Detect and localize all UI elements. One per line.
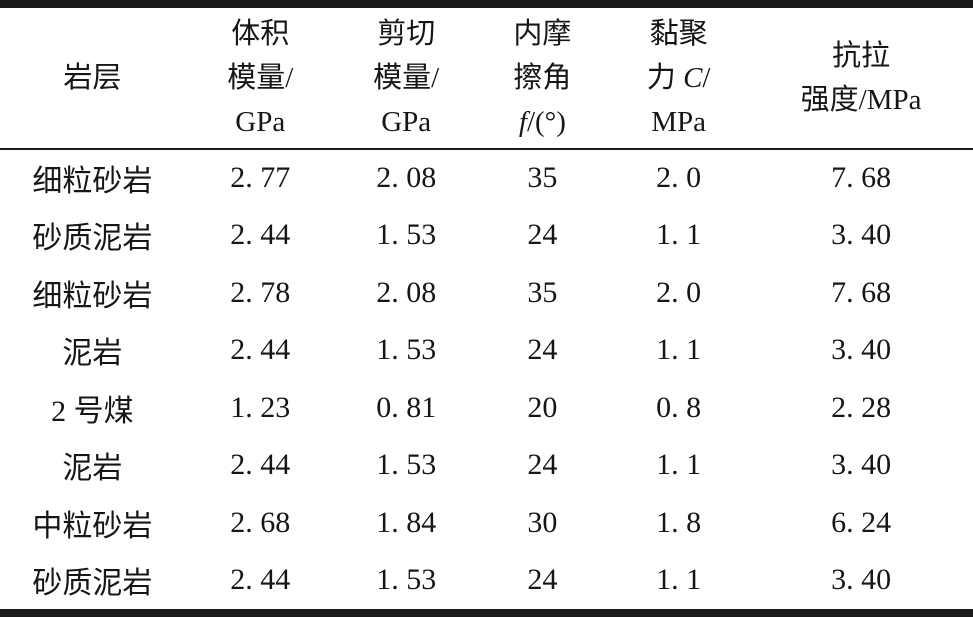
cell-tensile-strength: 3. 40 — [831, 448, 892, 482]
cell-shear-modulus: 1. 84 — [376, 505, 437, 539]
cell-tensile-strength: 2. 28 — [831, 390, 892, 424]
table-header: 岩层 体积 模量/ GPa 剪切 模量/ GPa 内摩 擦角 f/(°) — [0, 8, 973, 150]
header-rock-layer-label: 岩层 — [63, 62, 122, 94]
cell-shear-modulus: 2. 08 — [376, 275, 437, 309]
cell-tensile-strength: 3. 40 — [831, 218, 892, 252]
table-row: 泥岩 2. 44 1. 53 24 1. 1 3. 40 — [0, 322, 973, 380]
cell-cohesion: 2. 0 — [656, 275, 702, 309]
cell-shear-modulus: 1. 53 — [376, 448, 437, 482]
cell-shear-modulus: 2. 08 — [376, 161, 437, 195]
cell-bulk-modulus: 2. 44 — [230, 448, 291, 482]
header-tensile-strength: 抗拉 强度/MPa — [749, 8, 973, 150]
table-row: 2 号煤 1. 23 0. 81 20 0. 8 2. 28 — [0, 379, 973, 437]
friction-angle-symbol: f — [518, 106, 527, 138]
cell-friction-angle: 20 — [527, 390, 558, 424]
header-cohesion: 黏聚 力 C/ MPa — [608, 8, 750, 150]
cell-bulk-modulus: 1. 23 — [230, 390, 291, 424]
cell-tensile-strength: 3. 40 — [831, 563, 892, 597]
cell-tensile-strength: 7. 68 — [831, 161, 892, 195]
table-row: 细粒砂岩 2. 77 2. 08 35 2. 0 7. 68 — [0, 149, 973, 207]
cell-bulk-modulus: 2. 68 — [230, 505, 291, 539]
cell-friction-angle: 35 — [527, 275, 558, 309]
header-row: 岩层 体积 模量/ GPa 剪切 模量/ GPa 内摩 擦角 f/(°) — [0, 8, 973, 150]
cell-bulk-modulus: 2. 77 — [230, 161, 291, 195]
cell-rock-layer: 砂质泥岩 — [32, 222, 153, 256]
cell-cohesion: 2. 0 — [656, 161, 702, 195]
cell-friction-angle: 24 — [527, 563, 558, 597]
cell-friction-angle: 35 — [527, 161, 558, 195]
cell-friction-angle: 24 — [527, 333, 558, 367]
cell-friction-angle: 24 — [527, 218, 558, 252]
cohesion-symbol: C — [683, 62, 703, 94]
table-row: 中粒砂岩 2. 68 1. 84 30 1. 8 6. 24 — [0, 494, 973, 552]
cell-rock-layer: 泥岩 — [62, 337, 123, 371]
cell-cohesion: 1. 1 — [656, 448, 702, 482]
cell-rock-layer: 中粒砂岩 — [32, 509, 153, 543]
table-body: 细粒砂岩 2. 77 2. 08 35 2. 0 7. 68 砂质泥岩 2. 4… — [0, 149, 973, 609]
table-row: 砂质泥岩 2. 44 1. 53 24 1. 1 3. 40 — [0, 552, 973, 610]
cell-cohesion: 1. 1 — [656, 333, 702, 367]
cell-cohesion: 1. 1 — [656, 563, 702, 597]
cell-shear-modulus: 0. 81 — [376, 390, 437, 424]
header-shear-modulus: 剪切 模量/ GPa — [335, 8, 477, 150]
cell-rock-layer: 泥岩 — [62, 452, 123, 486]
cell-shear-modulus: 1. 53 — [376, 563, 437, 597]
header-friction-angle: 内摩 擦角 f/(°) — [476, 8, 609, 150]
cell-rock-layer: 砂质泥岩 — [32, 567, 153, 601]
cell-friction-angle: 30 — [527, 505, 558, 539]
cell-bulk-modulus: 2. 44 — [230, 563, 291, 597]
rock-parameters-table: 岩层 体积 模量/ GPa 剪切 模量/ GPa 内摩 擦角 f/(°) — [0, 8, 973, 609]
table-row: 细粒砂岩 2. 78 2. 08 35 2. 0 7. 68 — [0, 264, 973, 322]
cell-cohesion: 1. 1 — [656, 218, 702, 252]
cell-shear-modulus: 1. 53 — [376, 218, 437, 252]
cell-cohesion: 0. 8 — [656, 390, 702, 424]
cell-bulk-modulus: 2. 44 — [230, 218, 291, 252]
cell-cohesion: 1. 8 — [656, 505, 702, 539]
cell-tensile-strength: 3. 40 — [831, 333, 892, 367]
cell-tensile-strength: 6. 24 — [831, 505, 892, 539]
header-bulk-modulus: 体积 模量/ GPa — [184, 8, 336, 150]
cell-bulk-modulus: 2. 44 — [230, 333, 291, 367]
cell-friction-angle: 24 — [527, 448, 558, 482]
cell-bulk-modulus: 2. 78 — [230, 275, 291, 309]
cell-rock-layer: 细粒砂岩 — [32, 165, 153, 199]
table-row: 泥岩 2. 44 1. 53 24 1. 1 3. 40 — [0, 437, 973, 495]
header-rock-layer: 岩层 — [0, 8, 185, 150]
cell-rock-layer: 细粒砂岩 — [32, 279, 153, 313]
table-row: 砂质泥岩 2. 44 1. 53 24 1. 1 3. 40 — [0, 207, 973, 265]
cell-rock-layer: 2 号煤 — [51, 394, 134, 428]
cell-tensile-strength: 7. 68 — [831, 275, 892, 309]
cell-shear-modulus: 1. 53 — [376, 333, 437, 367]
